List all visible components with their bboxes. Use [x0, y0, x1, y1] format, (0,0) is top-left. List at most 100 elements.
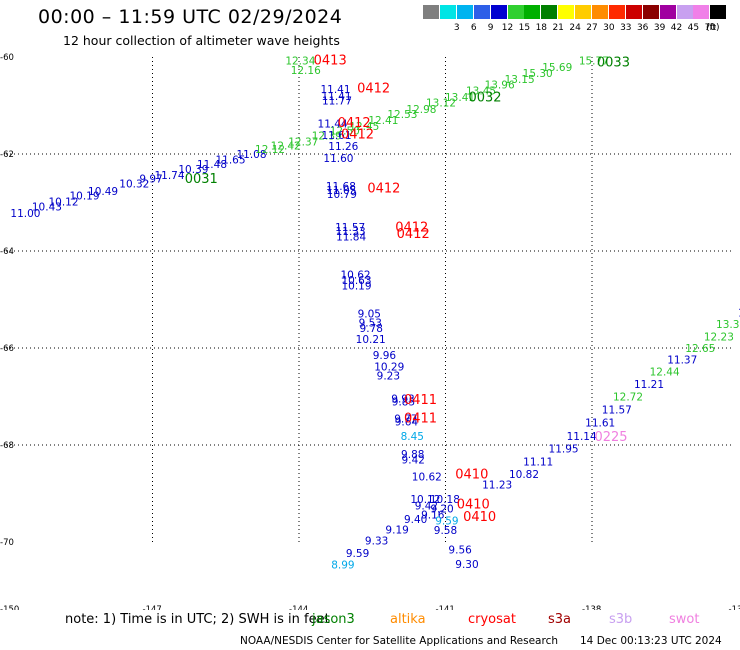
legend-value: 33 [620, 23, 632, 33]
legend-value: 39 [653, 23, 666, 33]
swh-label: 12.37 [288, 136, 318, 148]
swh-label: 10.19 [341, 280, 371, 292]
swh-label: 12.41 [368, 115, 398, 127]
legend-swatch [439, 5, 456, 19]
legend-value: 3 [453, 23, 460, 33]
swh-label: 11.23 [482, 479, 512, 491]
footer-credit: NOAA/NESDIS Center for Satellite Applica… [240, 635, 558, 647]
swh-label: 10.62 [412, 472, 442, 484]
swh-label: 10.18 [430, 494, 460, 506]
swh-label: 9.05 [358, 309, 381, 321]
pass-id-label: 0412 [338, 116, 371, 131]
pass-id-label: 0411 [404, 393, 437, 408]
y-tick-label: -68 [0, 441, 14, 451]
legend-swatch [456, 5, 473, 19]
swh-label: 9.88 [401, 449, 424, 461]
legend-swatch [575, 5, 592, 19]
swh-label: 11.08 [236, 149, 266, 161]
swh-label: 9.77 [394, 413, 417, 425]
pass-id-label: 0412 [397, 227, 430, 242]
legend-swatch [490, 5, 507, 19]
swh-label: 11.37 [667, 355, 697, 367]
swh-label: 9.59 [435, 516, 458, 528]
pass-id-label: 0412 [367, 181, 400, 196]
swh-label: 12.39 [312, 131, 342, 143]
satellite-altika-label: altika [390, 612, 426, 627]
swh-label: 12.12 [255, 144, 285, 156]
swh-label: 13.41 [445, 92, 475, 104]
legend-swatch [710, 5, 727, 19]
legend-swatch [473, 5, 490, 19]
legend-swatch [693, 5, 710, 19]
swh-label: 13.12 [426, 98, 456, 110]
pass-id-label: 0413 [314, 53, 347, 68]
y-tick-label: -70 [0, 538, 14, 548]
swh-label: 9.20 [430, 504, 453, 516]
swh-label: 10.82 [509, 469, 539, 481]
legend-value: 12 [501, 23, 514, 33]
swh-label: 12.44 [650, 366, 680, 378]
swh-label: 11.84 [336, 231, 366, 243]
swh-label: 9.42 [415, 501, 438, 513]
swh-label: 13.30 [716, 319, 740, 331]
legend-value: 27 [586, 23, 598, 33]
legend-value: 18 [535, 23, 548, 33]
altimeter-map: -150 -147 -144 -141 -138 -13 -60 -62 -64 -66 -68 -7… [0, 53, 740, 610]
x-tick-label: -13 [729, 605, 740, 610]
satellite-s3a-label: s3a [548, 612, 572, 627]
swh-label: 9.97 [139, 174, 162, 186]
pass-id-label: 0031 [185, 172, 218, 187]
swh-label: 12.65 [685, 343, 715, 355]
swh-label: 13.96 [485, 80, 515, 92]
legend-unit: (ft) [706, 23, 720, 33]
swh-label: 11.95 [549, 443, 579, 455]
swh-label: 9.56 [448, 544, 472, 556]
pass-id-label: 0410 [463, 510, 496, 525]
x-tick-label: -150 [0, 605, 19, 610]
swh-label: 8.99 [331, 559, 354, 571]
swh-label: 9.19 [385, 524, 408, 536]
y-tick-label: -64 [0, 247, 14, 257]
swh-label: 10.62 [341, 269, 371, 281]
pass-id-label: 0412 [341, 128, 374, 143]
pass-id-label: 0411 [404, 411, 437, 426]
swh-label: 9.85 [392, 396, 415, 408]
y-tick-label: -60 [0, 53, 14, 63]
legend-value: 36 [636, 23, 649, 33]
legend-swatch [592, 5, 608, 19]
x-tick-label: -138 [582, 605, 601, 610]
swh-label: 9.16 [421, 509, 445, 521]
x-tick-label: -141 [436, 605, 455, 610]
note-text: note: 1) Time is in UTC; 2) SWH is in fe… [65, 612, 330, 627]
satellite-swot-label: swot [669, 612, 700, 627]
x-tick-label: -144 [289, 605, 308, 610]
swh-label: 10.79 [327, 189, 357, 201]
swh-label: 9.30 [455, 559, 478, 571]
legend-swatch [676, 5, 693, 19]
swh-label: 9.53 [359, 317, 382, 329]
legend-swatch [659, 5, 676, 19]
satellite-cryosat-label: cryosat [468, 612, 516, 627]
swh-label: 12.23 [704, 331, 734, 343]
swh-label: 11.26 [328, 141, 358, 153]
satellite-jason3-label: jason3 [312, 612, 355, 627]
swh-label: 11.48 [197, 159, 227, 171]
legend-value: 21 [552, 23, 564, 33]
legend-swatch [558, 5, 575, 19]
legend-value: 6 [470, 23, 477, 33]
wave-height-labels: 11.0010.4310.1210.1910.4910.329.9711.741… [10, 55, 740, 571]
swh-label: 10.32 [119, 179, 149, 191]
swh-label: 12.53 [387, 109, 417, 121]
swh-label: 11.39 [738, 308, 740, 320]
satellite-s3b-label: s3b [609, 612, 633, 627]
swh-label: 9.96 [373, 350, 397, 362]
legend-value: 30 [603, 23, 615, 33]
pass-id-label: 0032 [468, 90, 501, 105]
swh-label: 12.98 [406, 104, 436, 116]
legend-value: 70 [704, 23, 717, 33]
note-row: note: 1) Time is in UTC; 2) SWH is in fe… [0, 612, 740, 630]
swh-label: 13.45 [466, 85, 496, 97]
swh-label: 10.63 [341, 275, 371, 287]
legend-value: 24 [569, 23, 581, 33]
swh-label: 11.60 [323, 153, 353, 165]
